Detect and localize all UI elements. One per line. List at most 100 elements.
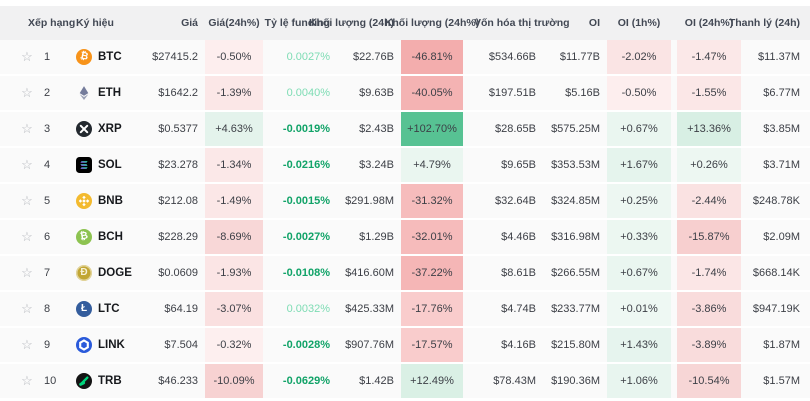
price: $0.5377 bbox=[158, 123, 198, 135]
header-liquidation-24h[interactable]: Thanh lý (24h) bbox=[728, 17, 800, 29]
price-change-value: -1.49% bbox=[205, 184, 263, 218]
favorite-star-icon[interactable]: ☆ bbox=[21, 157, 33, 172]
liquidation-24h: $11.37M bbox=[758, 51, 800, 63]
price-change-24h: -3.07% bbox=[202, 292, 266, 326]
table-row[interactable]: ☆ 4 SOL $23.278 -1.34% -0.0216% $3.24B +… bbox=[0, 148, 810, 184]
price-change-24h: +4.63% bbox=[202, 112, 266, 146]
oi-24h-change: -10.54% bbox=[674, 364, 744, 398]
header-price[interactable]: Giá bbox=[181, 17, 198, 29]
header-oi[interactable]: OI bbox=[588, 17, 600, 29]
market-cap: $534.66B bbox=[488, 51, 536, 63]
volume-change-24h: +12.49% bbox=[398, 364, 466, 398]
open-interest: $233.77M bbox=[551, 303, 600, 315]
table-row[interactable]: ☆ 10 TRB $46.233 -10.09% -0.0629% $1.42B… bbox=[0, 364, 810, 400]
coin-cell[interactable]: ₿ BTC bbox=[76, 40, 140, 74]
favorite-star-icon[interactable]: ☆ bbox=[21, 49, 33, 64]
table-row[interactable]: ☆ 1 ₿ BTC $27415.2 -0.50% 0.0027% $22.76… bbox=[0, 40, 810, 76]
table-row[interactable]: ☆ 3 XRP $0.5377 +4.63% -0.0019% $2.43B +… bbox=[0, 112, 810, 148]
market-cap: $8.61B bbox=[501, 267, 536, 279]
header-oi-1h[interactable]: OI (1h%) bbox=[617, 17, 661, 29]
price-change-24h: -10.09% bbox=[202, 364, 266, 398]
volume-24h: $291.98M bbox=[345, 195, 394, 207]
coin-symbol: LTC bbox=[98, 303, 120, 315]
funding-rate: -0.0108% bbox=[282, 267, 330, 279]
volume-change-value: +4.79% bbox=[401, 148, 463, 182]
coin-cell[interactable]: Ł LTC bbox=[76, 292, 140, 326]
price-change-24h: -1.34% bbox=[202, 148, 266, 182]
volume-24h: $907.76M bbox=[345, 339, 394, 351]
funding-rate: -0.0028% bbox=[282, 339, 330, 351]
volume-24h: $22.76B bbox=[353, 51, 394, 63]
coin-cell[interactable]: SOL bbox=[76, 148, 140, 182]
funding-rate: 0.0040% bbox=[286, 87, 330, 99]
coin-cell[interactable]: ETH bbox=[76, 76, 140, 110]
coin-symbol: TRB bbox=[98, 375, 122, 387]
volume-change-value: +12.49% bbox=[401, 364, 463, 398]
oi-24h-change: -15.87% bbox=[674, 220, 744, 254]
coin-cell[interactable]: LINK bbox=[76, 328, 140, 362]
market-cap: $4.46B bbox=[501, 231, 536, 243]
header-market-cap[interactable]: Vốn hóa thị trường bbox=[474, 17, 570, 29]
volume-change-value: +102.70% bbox=[401, 112, 463, 146]
price-change-value: +4.63% bbox=[205, 112, 263, 146]
oi-1h-value: +0.67% bbox=[607, 256, 671, 290]
oi-24h-value: -2.44% bbox=[677, 184, 741, 218]
liquidation-24h: $1.57M bbox=[763, 375, 800, 387]
price: $228.29 bbox=[158, 231, 198, 243]
header-funding-rate[interactable]: Tỷ lệ funding bbox=[264, 17, 330, 29]
oi-1h-change: +0.67% bbox=[604, 256, 674, 290]
funding-rate: -0.0216% bbox=[282, 159, 330, 171]
coin-cell[interactable]: TRB bbox=[76, 364, 140, 398]
table-row[interactable]: ☆ 6 ₿ BCH $228.29 -8.69% -0.0027% $1.29B… bbox=[0, 220, 810, 256]
favorite-star-icon[interactable]: ☆ bbox=[21, 193, 33, 208]
price-change-value: -8.69% bbox=[205, 220, 263, 254]
favorite-star-icon[interactable]: ☆ bbox=[21, 229, 33, 244]
volume-change-value: -32.01% bbox=[401, 220, 463, 254]
favorite-star-icon[interactable]: ☆ bbox=[21, 373, 33, 388]
header-volume-24h[interactable]: Khối lượng (24h) bbox=[308, 17, 394, 29]
market-cap: $78.43M bbox=[493, 375, 536, 387]
price: $1642.2 bbox=[158, 87, 198, 99]
header-volume-change-24h[interactable]: Khối lượng (24h%) bbox=[384, 17, 480, 29]
coin-symbol: LINK bbox=[98, 339, 125, 351]
oi-1h-value: -2.02% bbox=[607, 40, 671, 74]
funding-rate: -0.0629% bbox=[282, 375, 330, 387]
oi-1h-value: +1.06% bbox=[607, 364, 671, 398]
oi-24h-value: -1.47% bbox=[677, 40, 741, 74]
price-change-24h: -0.50% bbox=[202, 40, 266, 74]
open-interest: $266.55M bbox=[551, 267, 600, 279]
favorite-star-icon[interactable]: ☆ bbox=[21, 301, 33, 316]
table-row[interactable]: ☆ 2 ETH $1642.2 -1.39% 0.0040% $9.63B -4… bbox=[0, 76, 810, 112]
liquidation-24h: $2.09M bbox=[763, 231, 800, 243]
header-price-change-24h[interactable]: Giá(24h%) bbox=[208, 17, 260, 29]
header-oi-24h[interactable]: OI (24h%) bbox=[684, 17, 734, 29]
coin-cell[interactable]: ₿ BCH bbox=[76, 220, 140, 254]
oi-1h-change: -2.02% bbox=[604, 40, 674, 74]
oi-1h-change: -0.50% bbox=[604, 76, 674, 110]
open-interest: $575.25M bbox=[551, 123, 600, 135]
favorite-star-icon[interactable]: ☆ bbox=[21, 337, 33, 352]
header-symbol[interactable]: Ký hiệu bbox=[76, 17, 114, 29]
coin-cell[interactable]: XRP bbox=[76, 112, 140, 146]
volume-change-value: -37.22% bbox=[401, 256, 463, 290]
oi-1h-change: +0.33% bbox=[604, 220, 674, 254]
coin-cell[interactable]: Ð DOGE bbox=[76, 256, 140, 290]
table-row[interactable]: ☆ 5 BNB $212.08 -1.49% -0.0015% $291.98M… bbox=[0, 184, 810, 220]
favorite-star-icon[interactable]: ☆ bbox=[21, 265, 33, 280]
header-rank[interactable]: Xếp hạng bbox=[28, 17, 76, 29]
volume-24h: $1.42B bbox=[359, 375, 394, 387]
coin-cell[interactable]: BNB bbox=[76, 184, 140, 218]
rank: 1 bbox=[44, 51, 51, 63]
table-row[interactable]: ☆ 9 LINK $7.504 -0.32% -0.0028% $907.76M… bbox=[0, 328, 810, 364]
oi-24h-value: -10.54% bbox=[677, 364, 741, 398]
table-row[interactable]: ☆ 8 Ł LTC $64.19 -3.07% 0.0032% $425.33M… bbox=[0, 292, 810, 328]
price: $64.19 bbox=[164, 303, 198, 315]
price-change-24h: -1.49% bbox=[202, 184, 266, 218]
coin-symbol: XRP bbox=[98, 123, 122, 135]
table-row[interactable]: ☆ 7 Ð DOGE $0.0609 -1.93% -0.0108% $416.… bbox=[0, 256, 810, 292]
favorite-star-icon[interactable]: ☆ bbox=[21, 85, 33, 100]
header-spacer bbox=[0, 6, 28, 40]
price: $0.0609 bbox=[158, 267, 198, 279]
oi-1h-change: +0.01% bbox=[604, 292, 674, 326]
favorite-star-icon[interactable]: ☆ bbox=[21, 121, 33, 136]
